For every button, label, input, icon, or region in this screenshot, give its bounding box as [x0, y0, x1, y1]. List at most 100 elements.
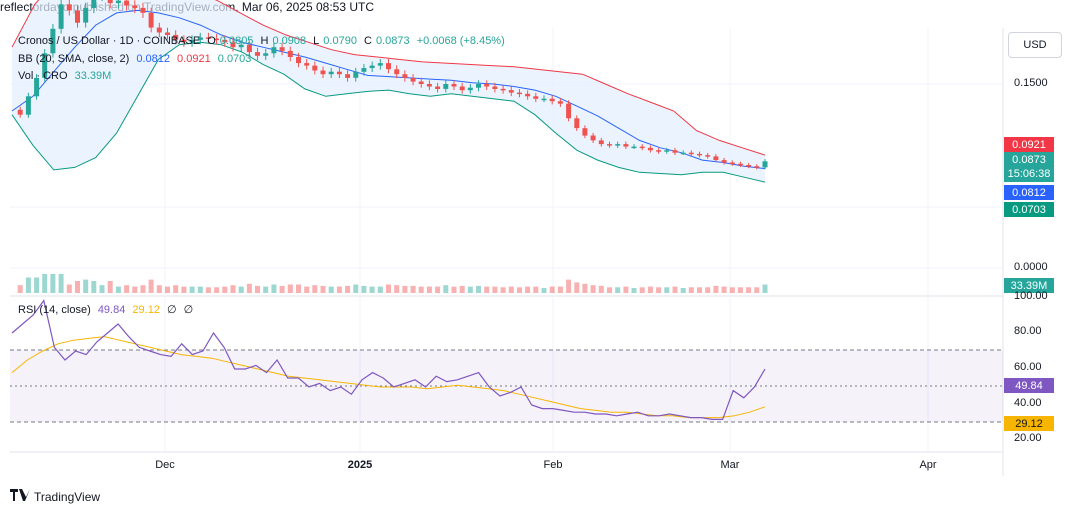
volume-bar: [517, 287, 522, 293]
candle-body: [688, 152, 694, 155]
brand-name: TradingView: [34, 489, 101, 504]
candle-body: [402, 74, 408, 78]
candle-body: [656, 150, 662, 152]
candle-body: [443, 84, 449, 89]
candle-body: [312, 65, 318, 71]
rsi-value: 49.84: [97, 304, 126, 316]
rsi-tag: 49.84: [1004, 378, 1054, 393]
price-tick-0000: 0.0000: [1014, 261, 1048, 273]
tradingview-brand[interactable]: TradingView: [10, 489, 100, 504]
candle-body: [639, 146, 645, 149]
candle-body: [582, 128, 588, 136]
volume-bar: [762, 284, 768, 293]
volume-bar: [639, 287, 645, 293]
candle-body: [672, 150, 678, 153]
candle-body: [566, 103, 572, 119]
volume-bar: [361, 285, 367, 293]
bb-lower-line: [11, 41, 766, 183]
volume-bar: [746, 287, 752, 293]
candle-body: [353, 71, 359, 78]
volume-bar: [705, 287, 711, 293]
volume-bar: [255, 285, 260, 293]
candle-body: [418, 81, 424, 84]
volume-bar: [737, 287, 743, 293]
volume-bar: [590, 285, 596, 293]
tradingview-logo-icon: [10, 489, 30, 504]
candle-body: [58, 4, 64, 29]
volume-bar: [402, 285, 408, 293]
time-label-2025: 2025: [347, 459, 373, 471]
candle-body: [549, 98, 555, 102]
rsi-legend[interactable]: RSI (14, close) 49.84 29.12 ∅ ∅: [18, 304, 194, 316]
candle-body: [508, 90, 514, 93]
candle-body: [623, 144, 629, 147]
volume-bar: [688, 287, 694, 293]
volume-bar: [426, 286, 432, 293]
candle-body: [189, 39, 195, 43]
vol-legend[interactable]: Vol · CRO 33.39M: [18, 70, 112, 82]
volume-bar: [336, 286, 342, 293]
volume-bar: [345, 285, 351, 293]
candle-body: [263, 53, 269, 56]
candle-body: [50, 28, 56, 54]
volume-tag: 33.39M: [1004, 278, 1054, 293]
volume-bar: [99, 285, 105, 293]
candle-body: [173, 34, 179, 40]
rsi-ma-line: [11, 336, 766, 419]
candle-body: [492, 86, 498, 89]
candle-body: [361, 68, 367, 72]
rsi-tick-100: 100.00: [1014, 290, 1048, 302]
time-label-mar: Mar: [720, 459, 740, 471]
volume-bar: [582, 283, 588, 293]
candle-body: [205, 37, 211, 39]
bb-legend[interactable]: BB (20, SMA, close, 2) 0.0812 0.0921 0.0…: [18, 53, 252, 65]
candle-body: [631, 146, 637, 149]
bb-upper-value: 0.0921: [177, 53, 211, 65]
volume-bar: [222, 286, 228, 293]
candle-body: [754, 166, 760, 168]
volume-bar: [647, 286, 653, 293]
candle-body: [296, 57, 301, 64]
volume-bar: [214, 287, 220, 293]
volume-bar: [296, 284, 301, 293]
volume-bar: [492, 286, 498, 293]
candle-body: [590, 135, 596, 141]
bar-countdown: 15:06:38: [1007, 168, 1051, 180]
candle-body: [66, 4, 72, 11]
candle-body: [533, 96, 539, 99]
volume-bar: [623, 286, 629, 293]
ohlc-change: +0.0068 (+8.45%): [416, 35, 505, 47]
rsi-tick-60: 60.00: [1014, 361, 1042, 373]
currency-button[interactable]: USD: [1008, 32, 1062, 58]
rsi-tick-40: 40.00: [1014, 397, 1042, 409]
main-legend[interactable]: Cronos / US Dollar · 1D · COINBASE O 0.08…: [18, 35, 505, 47]
candle-body: [140, 7, 146, 13]
volume-bar: [312, 285, 318, 293]
candle-body: [377, 63, 383, 66]
candle-body: [255, 52, 260, 56]
candle-body: [762, 161, 768, 168]
candle-body: [500, 88, 506, 91]
volume-bar: [173, 285, 179, 293]
candle-body: [467, 87, 473, 91]
symbol-name[interactable]: Cronos / US Dollar · 1D · COINBASE: [18, 35, 201, 47]
candle-body: [336, 71, 342, 75]
candle-body: [746, 165, 752, 167]
volume-bar: [435, 286, 441, 293]
candle-body: [607, 144, 612, 146]
candle-body: [42, 53, 48, 78]
candle-body: [484, 84, 490, 87]
volume-bar: [132, 286, 138, 293]
candle-body: [574, 118, 580, 129]
volume-bar: [410, 285, 416, 293]
volume-bar: [50, 274, 56, 293]
volume-bar: [615, 287, 621, 293]
volume-bar: [377, 286, 383, 293]
volume-bar: [443, 285, 449, 293]
candle-body: [17, 109, 23, 115]
candle-body: [222, 39, 228, 43]
rsi-line: [11, 299, 766, 420]
candle-body: [451, 84, 457, 87]
volume-bar: [467, 286, 473, 293]
